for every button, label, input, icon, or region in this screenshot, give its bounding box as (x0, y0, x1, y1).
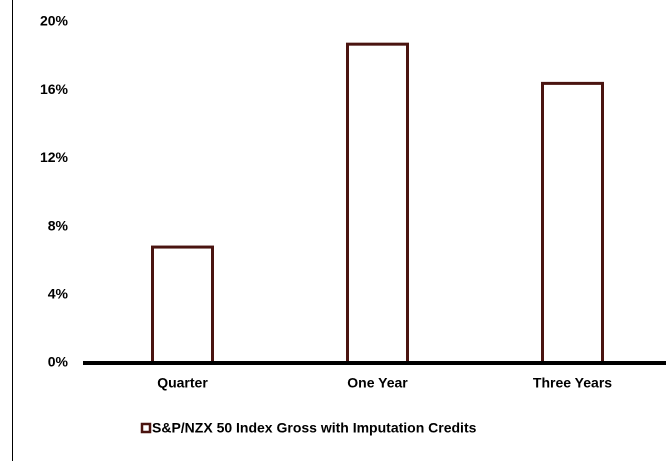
y-tick-label: 8% (48, 217, 69, 233)
legend-label: S&P/NZX 50 Index Gross with Imputation C… (152, 420, 477, 436)
y-tick-label: 12% (40, 149, 69, 165)
y-tick-label: 4% (48, 286, 69, 302)
y-tick-label: 20% (40, 13, 69, 29)
x-tick-label: Quarter (157, 375, 208, 391)
y-tick-label: 0% (48, 354, 69, 370)
bar (151, 245, 214, 365)
x-tick-label: Three Years (533, 375, 612, 391)
legend-swatch (140, 422, 152, 434)
bar (541, 81, 604, 365)
x-tick-label: One Year (347, 375, 408, 391)
bar (346, 42, 409, 365)
y-tick-label: 16% (40, 81, 69, 97)
